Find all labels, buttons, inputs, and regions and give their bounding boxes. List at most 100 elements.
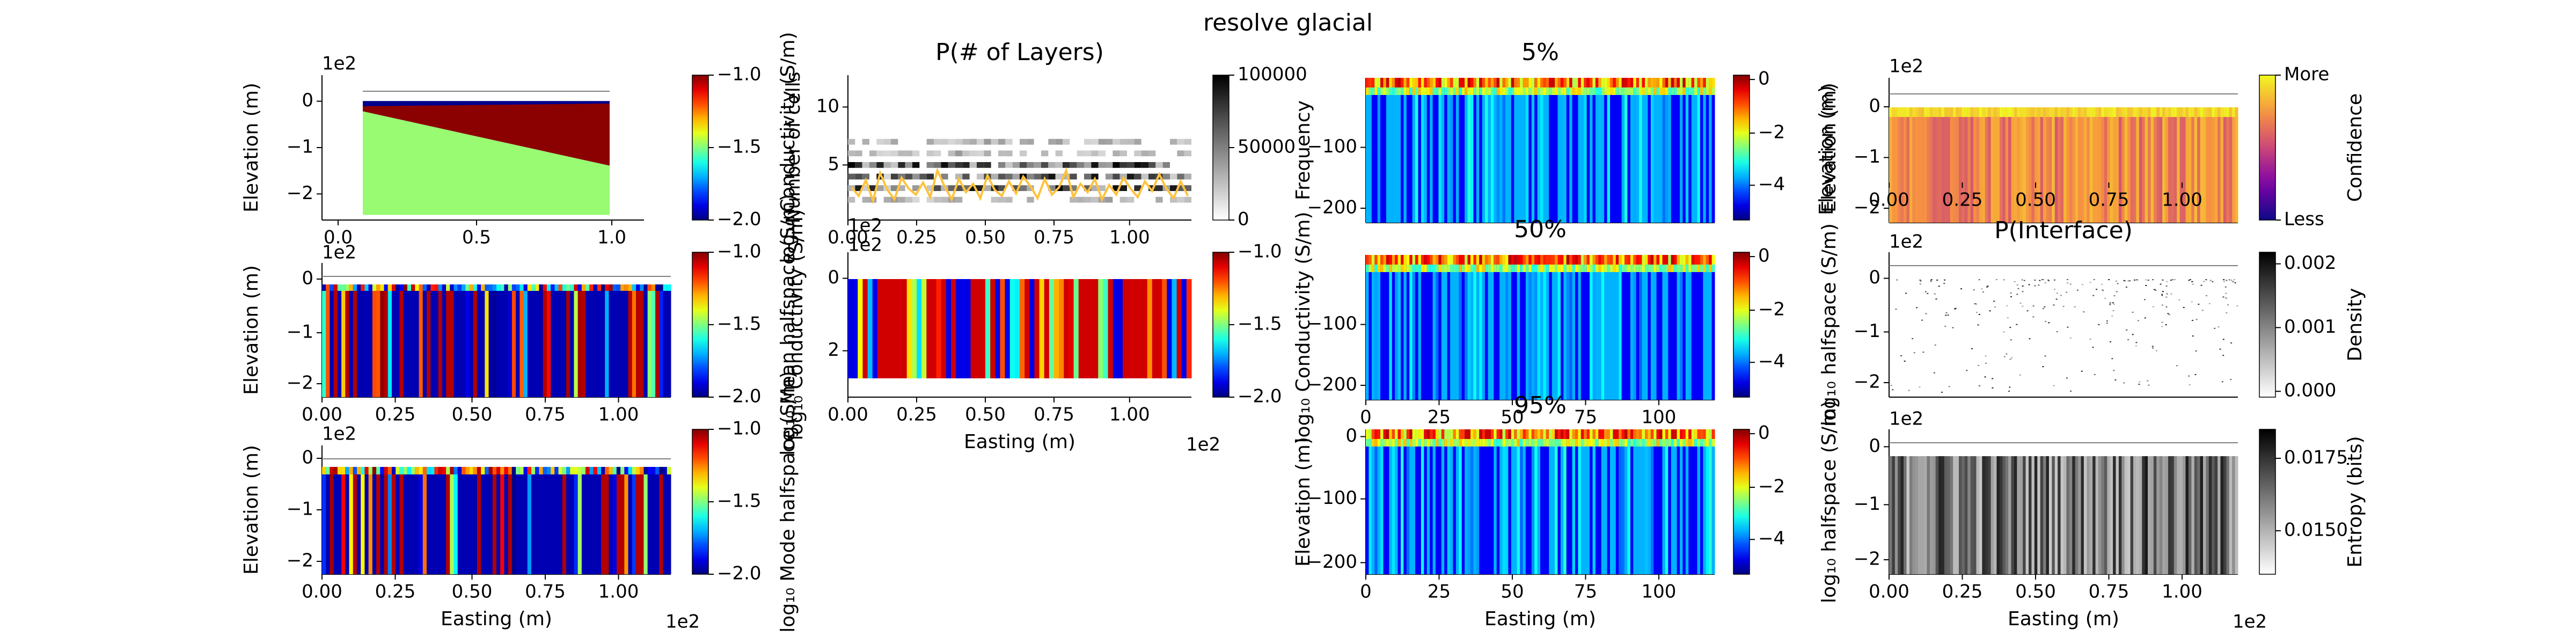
heat-cell bbox=[926, 150, 934, 157]
data-cell bbox=[1473, 429, 1477, 439]
data-column bbox=[1447, 429, 1451, 574]
data-column bbox=[1389, 78, 1393, 223]
data-cell bbox=[488, 467, 493, 474]
heat-cell bbox=[984, 162, 991, 168]
data-column bbox=[1677, 78, 1680, 223]
data-column bbox=[872, 279, 878, 378]
data-column bbox=[2017, 456, 2021, 574]
data-cell bbox=[349, 467, 354, 474]
data-column bbox=[1172, 279, 1177, 378]
data-column bbox=[492, 467, 497, 574]
data-cell bbox=[539, 467, 544, 474]
data-column bbox=[1528, 255, 1532, 400]
data-cell bbox=[1934, 344, 1936, 346]
data-cell bbox=[2162, 279, 2164, 281]
data-column bbox=[1566, 78, 1570, 223]
data-column bbox=[612, 284, 617, 397]
data-column bbox=[601, 467, 605, 574]
data-column bbox=[1592, 78, 1596, 223]
data-cell bbox=[1505, 439, 1509, 447]
data-cell bbox=[1528, 439, 1532, 447]
data-cell bbox=[1615, 265, 1619, 272]
y-tick-label: −1 bbox=[1854, 320, 1880, 342]
data-cell bbox=[1505, 87, 1509, 95]
colorbar-tick-label: −2 bbox=[1758, 299, 1785, 320]
data-column bbox=[1496, 78, 1500, 223]
data-cell bbox=[1927, 107, 1930, 117]
data-column bbox=[1123, 279, 1128, 378]
data-cell bbox=[1955, 308, 1957, 309]
data-column bbox=[2040, 456, 2044, 574]
data-cell bbox=[1682, 78, 1686, 87]
data-column bbox=[853, 279, 858, 378]
heat-cell bbox=[969, 138, 977, 145]
layer-red bbox=[363, 104, 610, 166]
data-cell bbox=[384, 467, 389, 474]
data-cell bbox=[349, 284, 354, 291]
colorbar-tick-label: 100000 bbox=[1238, 64, 1307, 85]
data-column bbox=[1615, 78, 1619, 223]
data-cell bbox=[2148, 384, 2150, 386]
data-cell bbox=[2045, 320, 2047, 322]
data-cell bbox=[1517, 255, 1520, 265]
data-cell bbox=[1520, 255, 1523, 265]
data-column bbox=[1671, 429, 1674, 574]
data-cell bbox=[2044, 306, 2046, 308]
data-column bbox=[2179, 107, 2183, 223]
heat-cell bbox=[898, 162, 905, 168]
data-cell bbox=[1575, 429, 1578, 439]
data-column bbox=[1039, 279, 1045, 378]
colorbar-label: Density bbox=[2344, 288, 2366, 362]
data-column bbox=[2054, 456, 2058, 574]
data-column bbox=[1999, 107, 2003, 223]
data-cell bbox=[1520, 429, 1523, 439]
data-cell bbox=[1575, 87, 1578, 95]
data-column bbox=[1595, 255, 1599, 400]
data-column bbox=[1455, 78, 1459, 223]
data-column bbox=[1703, 255, 1707, 400]
data-column bbox=[2232, 456, 2236, 574]
data-column bbox=[1900, 107, 1904, 223]
data-cell bbox=[1642, 429, 1645, 439]
data-cell bbox=[1691, 439, 1695, 447]
data-column bbox=[1517, 429, 1520, 574]
heat-cell bbox=[934, 150, 941, 157]
heat-cell bbox=[1134, 173, 1141, 180]
data-column bbox=[1659, 78, 1663, 223]
data-cell bbox=[2052, 107, 2055, 117]
x-tick-label: 1.00 bbox=[598, 581, 639, 603]
data-column bbox=[2014, 456, 2017, 574]
colorbar-gradient bbox=[1733, 75, 1750, 221]
data-cell bbox=[1615, 87, 1619, 95]
data-cell bbox=[2110, 341, 2112, 343]
data-cell bbox=[1639, 439, 1643, 447]
data-cell bbox=[1412, 255, 1416, 265]
data-column bbox=[921, 279, 927, 378]
data-column bbox=[2168, 456, 2171, 574]
heat-cell bbox=[1005, 173, 1013, 180]
data-cell bbox=[1938, 107, 1942, 117]
data-column bbox=[1653, 255, 1657, 400]
data-cell bbox=[2194, 107, 2198, 117]
data-cell bbox=[546, 284, 551, 291]
data-cell bbox=[2230, 342, 2233, 344]
data-cell bbox=[396, 284, 400, 291]
data-cell bbox=[2101, 107, 2105, 117]
data-cell bbox=[2011, 357, 2013, 358]
y-tick-label: −200 bbox=[1307, 551, 1357, 573]
data-cell bbox=[500, 284, 504, 291]
data-column bbox=[1601, 255, 1605, 400]
mean-line bbox=[851, 167, 1189, 204]
data-cell bbox=[2005, 107, 2009, 117]
data-cell bbox=[1648, 78, 1651, 87]
heat-cell bbox=[955, 185, 963, 191]
data-cell bbox=[2108, 279, 2110, 281]
heat-cell bbox=[1063, 185, 1070, 191]
heat-cell bbox=[1119, 162, 1127, 168]
data-column bbox=[1482, 429, 1485, 574]
data-cell bbox=[2174, 279, 2176, 281]
data-column bbox=[345, 467, 350, 574]
data-column bbox=[508, 284, 513, 397]
data-column bbox=[931, 279, 937, 378]
data-column bbox=[2197, 456, 2201, 574]
